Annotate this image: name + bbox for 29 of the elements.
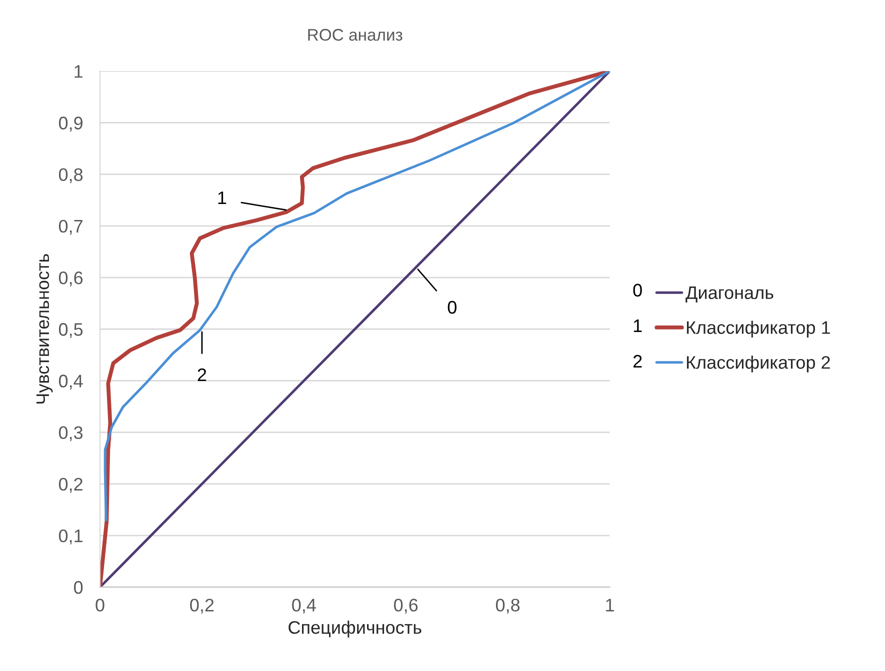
x-axis-title: Специфичность [288, 620, 422, 638]
y-tick-label: 0,3 [58, 426, 83, 442]
y-axis-title: Чувствительность [36, 254, 53, 404]
legend-label: Диагональ [686, 286, 774, 303]
x-tick-label: 0,4 [292, 598, 316, 614]
y-tick-label: 0,4 [58, 374, 83, 390]
x-tick-label: 1 [606, 598, 614, 612]
y-tick-label: 0,5 [58, 323, 83, 338]
text: 0 [633, 284, 642, 297]
y-tick-label: 0 [74, 581, 83, 594]
annotation: 2 [198, 368, 206, 382]
y-tick-label: 0,1 [58, 529, 82, 544]
y-tick-label: 1 [74, 65, 82, 78]
x-tick-label: 0,2 [190, 598, 214, 614]
annotation: 1 [218, 192, 226, 204]
y-tick-label: 0,6 [58, 271, 83, 286]
y-tick-label: 0,9 [58, 116, 82, 132]
text: 2 [633, 354, 642, 368]
x-tick-label: 0,8 [496, 598, 520, 614]
chart-title: ROC анализ [308, 28, 402, 41]
text: 1 [634, 320, 642, 332]
legend-label: Классификатор 2 [686, 356, 830, 372]
x-tick-label: 0 [96, 598, 104, 612]
legend-label: Классификатор 1 [686, 320, 830, 338]
annotation: 0 [448, 300, 456, 314]
y-tick-label: 0,7 [58, 220, 82, 235]
y-tick-label: 0,8 [58, 168, 83, 184]
x-tick-label: 0,6 [394, 598, 418, 614]
y-tick-label: 0,2 [58, 478, 82, 493]
